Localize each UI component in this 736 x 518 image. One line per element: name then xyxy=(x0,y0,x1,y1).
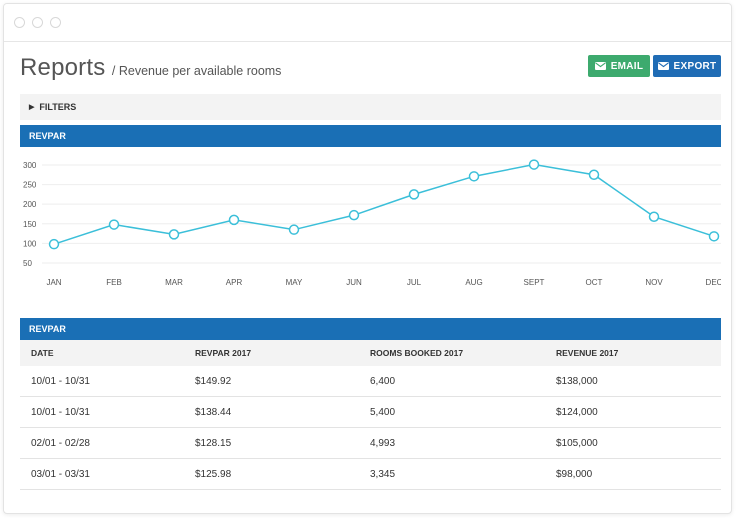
cell-revpar: $138.44 xyxy=(195,406,232,418)
window-titlebar xyxy=(4,4,731,42)
cell-date: 10/01 - 10/31 xyxy=(31,406,90,418)
cell-rooms-booked: 5,400 xyxy=(370,406,396,418)
x-tick-label: JAN xyxy=(46,278,61,287)
x-tick-label: APR xyxy=(226,278,243,287)
envelope-icon xyxy=(594,62,606,70)
x-tick-label: NOV xyxy=(645,278,663,287)
x-tick-label: JUN xyxy=(346,278,362,287)
data-point xyxy=(288,224,300,235)
data-point xyxy=(408,189,420,200)
filters-label: FILTERS xyxy=(39,102,77,112)
series-line xyxy=(53,163,715,245)
data-point xyxy=(708,231,720,242)
table-row: 02/01 - 02/28 $128.15 4,993 $105,000 xyxy=(20,428,721,459)
header-revpar[interactable]: REVPAR 2017 xyxy=(195,348,252,358)
cell-revpar: $125.98 xyxy=(195,468,232,480)
revpar-line-chart: 50 100 150 200 250 300 JAN FEB MAR APR MAY JUN JUL AU… xyxy=(20,154,721,294)
data-point xyxy=(528,159,540,170)
filters-toggle[interactable]: ▶ FILTERS xyxy=(20,94,721,120)
cell-revenue: $124,000 xyxy=(556,406,598,418)
x-tick-label: JUL xyxy=(407,278,422,287)
x-tick-label: FEB xyxy=(106,278,122,287)
cell-rooms-booked: 6,400 xyxy=(370,375,396,387)
table-row: 10/01 - 10/31 $138.44 5,400 $124,000 xyxy=(20,397,721,428)
page-header: Reports / Revenue per available rooms EM… xyxy=(20,54,721,84)
x-tick-label: SEPT xyxy=(524,278,545,287)
cell-date: 10/01 - 10/31 xyxy=(31,375,90,387)
window-close-dot[interactable] xyxy=(14,17,25,28)
chart-svg: 50 100 150 200 250 300 JAN FEB MAR APR MAY JUN JUL AU… xyxy=(23,159,721,287)
cell-date: 02/01 - 02/28 xyxy=(31,437,90,449)
data-point xyxy=(48,238,60,250)
revpar-table: DATE REVPAR 2017 ROOMS BOOKED 2017 REVEN… xyxy=(20,340,721,490)
page-subtitle: / Revenue per available rooms xyxy=(111,64,282,78)
window-maximize-dot[interactable] xyxy=(50,17,61,28)
y-tick-label: 100 xyxy=(23,239,37,248)
cell-date: 03/01 - 03/31 xyxy=(31,468,90,480)
y-tick-label: 250 xyxy=(23,181,37,190)
data-point xyxy=(168,229,180,240)
data-point xyxy=(228,214,240,226)
email-button[interactable]: EMAIL xyxy=(588,55,650,77)
caret-right-icon: ▶ xyxy=(29,104,35,111)
email-button-label: EMAIL xyxy=(610,60,644,72)
export-button[interactable]: EXPORT xyxy=(653,55,721,77)
cell-revpar: $149.92 xyxy=(195,375,232,387)
x-tick-label: MAR xyxy=(165,278,183,287)
y-tick-label: 150 xyxy=(23,220,37,229)
cell-revenue: $98,000 xyxy=(556,468,593,480)
y-tick-label: 200 xyxy=(23,200,37,209)
cell-revenue: $105,000 xyxy=(556,437,598,449)
table-row: 03/01 - 03/31 $125.98 3,345 $98,000 xyxy=(20,459,721,490)
cell-revenue: $138,000 xyxy=(556,375,598,387)
header-date[interactable]: DATE xyxy=(31,348,54,358)
x-tick-label: DEC xyxy=(706,278,721,287)
data-point xyxy=(648,211,660,222)
data-point xyxy=(588,169,600,181)
y-tick-label: 300 xyxy=(23,161,37,170)
chart-section-title: REVPAR xyxy=(29,131,66,141)
cell-rooms-booked: 4,993 xyxy=(370,437,396,449)
envelope-icon xyxy=(657,62,669,70)
table-row: 10/01 - 10/31 $149.92 6,400 $138,000 xyxy=(20,366,721,397)
cell-revpar: $128.15 xyxy=(195,437,232,449)
table-header-row: DATE REVPAR 2017 ROOMS BOOKED 2017 REVEN… xyxy=(20,340,721,366)
y-tick-label: 50 xyxy=(23,259,32,268)
data-point xyxy=(348,209,360,221)
x-tick-label: MAY xyxy=(286,278,303,287)
page-title: Reports xyxy=(20,54,106,81)
export-button-label: EXPORT xyxy=(673,60,717,72)
header-rooms-booked[interactable]: ROOMS BOOKED 2017 xyxy=(370,348,464,358)
cell-rooms-booked: 3,345 xyxy=(370,468,396,480)
x-tick-label: AUG xyxy=(465,278,482,287)
page-title-wrap: Reports / Revenue per available rooms xyxy=(20,54,281,82)
table-section-header: REVPAR xyxy=(20,318,721,340)
header-revenue[interactable]: REVENUE 2017 xyxy=(556,348,619,358)
app-window: Reports / Revenue per available rooms EM… xyxy=(3,3,732,514)
x-tick-label: OCT xyxy=(586,278,603,287)
table-section-title: REVPAR xyxy=(29,324,66,334)
chart-section-header: REVPAR xyxy=(20,125,721,147)
window-minimize-dot[interactable] xyxy=(32,17,43,28)
data-point xyxy=(468,171,480,182)
data-point xyxy=(108,219,120,230)
